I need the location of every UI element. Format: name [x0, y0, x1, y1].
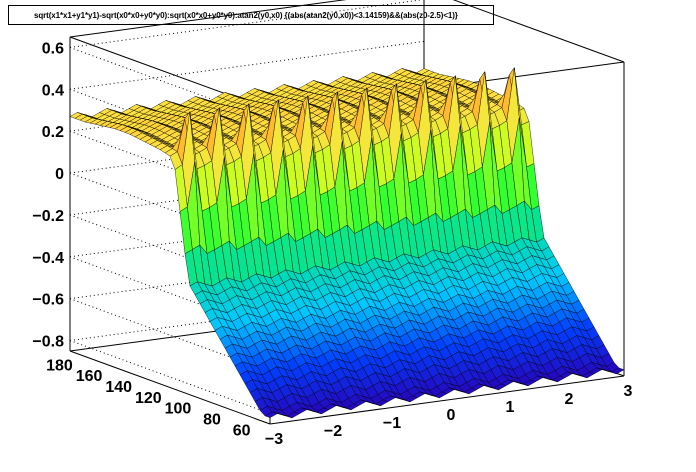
y-tick-label: 160 — [76, 368, 103, 385]
z-tick-label: 0.2 — [42, 124, 64, 141]
frame-line — [69, 350, 271, 425]
chart-title: sqrt(x1*x1+y1*y1)-sqrt(x0*x0+y0*y0):sqrt… — [8, 5, 494, 25]
z-axis-tick-labels: 0.6 0.4 0.2 0 −0.2 −0.4 −0.6 −0.8 — [32, 40, 64, 350]
frame-line — [69, 0, 347, 38]
y-tick-label: 80 — [203, 411, 221, 428]
z-tick-label: −0.8 — [32, 334, 64, 351]
y-tick-label: 120 — [135, 390, 162, 407]
y-tick-label: 60 — [233, 422, 251, 439]
z-tick-label: 0.6 — [42, 40, 64, 57]
x-axis-tick-labels: −3 −2 −1 0 1 2 3 — [265, 383, 633, 448]
z-tick-label: −0.2 — [32, 208, 64, 225]
y-tick-label: 100 — [165, 401, 192, 418]
y-tick-label: 140 — [105, 379, 132, 396]
x-tick-label: −1 — [383, 415, 401, 432]
z-tick-label: 0 — [55, 166, 64, 183]
z-tick-label: −0.4 — [32, 250, 64, 267]
x-tick-label: 1 — [506, 399, 515, 416]
frame-line — [452, 0, 625, 63]
x-tick-label: 0 — [447, 407, 456, 424]
grid-line — [69, 0, 424, 48]
x-tick-label: 2 — [565, 391, 574, 408]
frame-line — [269, 375, 625, 425]
x-tick-label: −2 — [324, 423, 342, 440]
z-tick-label: −0.6 — [32, 292, 64, 309]
x-tick-label: 3 — [624, 383, 633, 400]
x-tick-label: −3 — [265, 431, 283, 448]
y-tick-label: 180 — [46, 357, 73, 374]
surface — [69, 67, 625, 419]
z-tick-label: 0.4 — [42, 82, 64, 99]
surface-cell — [611, 367, 625, 375]
